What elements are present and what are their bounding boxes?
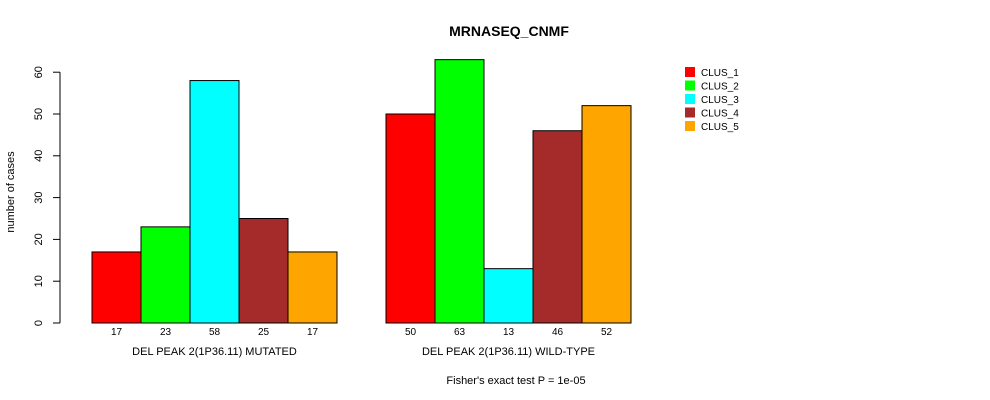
legend: CLUS_1 CLUS_2 CLUS_3 CLUS_4 CLUS_5 xyxy=(685,67,739,133)
y-axis: 0 10 20 30 40 50 60 xyxy=(33,66,61,326)
bars xyxy=(91,59,632,324)
bar-value-label: 58 xyxy=(209,327,221,338)
legend-swatch xyxy=(685,121,695,131)
y-tick-label: 20 xyxy=(33,233,45,245)
chart-title: MRNASEQ_CNMF xyxy=(449,23,569,39)
bar-clus4-group1 xyxy=(238,218,289,324)
bar-value-label: 17 xyxy=(111,327,123,338)
group-labels: DEL PEAK 2(1P36.11) MUTATED DEL PEAK 2(1P… xyxy=(132,346,595,358)
bar-value-label: 46 xyxy=(552,327,564,338)
bar-clus5-group2 xyxy=(581,105,632,324)
legend-swatch xyxy=(685,107,695,118)
bar-clus3-group2 xyxy=(483,268,534,324)
y-tick-label: 60 xyxy=(33,66,45,78)
legend-label: CLUS_4 xyxy=(701,109,739,120)
y-tick-label: 50 xyxy=(33,108,45,120)
legend-swatch xyxy=(685,94,695,104)
group-label: DEL PEAK 2(1P36.11) MUTATED xyxy=(132,346,297,358)
bar-clus3-group1 xyxy=(189,80,240,324)
y-tick-label: 30 xyxy=(33,191,45,203)
y-tick-label: 0 xyxy=(33,320,45,326)
legend-label: CLUS_3 xyxy=(701,95,739,106)
bar-clus2-group1 xyxy=(140,226,191,324)
bar-value-label: 52 xyxy=(601,327,613,338)
bar-clus1-group2 xyxy=(385,113,436,324)
legend-label: CLUS_5 xyxy=(701,122,739,133)
bar-value-label: 23 xyxy=(160,327,172,338)
bar-value-label: 63 xyxy=(454,327,466,338)
y-axis-title: number of cases xyxy=(5,151,17,233)
bar-value-label: 13 xyxy=(503,327,515,338)
bar-clus5-group1 xyxy=(287,251,338,324)
bar-value-labels: 17 23 58 25 17 50 63 13 46 52 xyxy=(111,327,613,338)
y-tick-label: 10 xyxy=(33,275,45,287)
bar-value-label: 25 xyxy=(258,327,270,338)
legend-label: CLUS_1 xyxy=(701,68,739,79)
group-label: DEL PEAK 2(1P36.11) WILD-TYPE xyxy=(422,346,595,358)
y-tick-label: 40 xyxy=(33,150,45,162)
fisher-test-footnote: Fisher's exact test P = 1e-05 xyxy=(446,375,585,387)
legend-label: CLUS_2 xyxy=(701,82,739,93)
bar-clus4-group2 xyxy=(532,130,583,324)
bar-value-label: 17 xyxy=(307,327,319,338)
bar-clus1-group1 xyxy=(91,251,142,324)
legend-swatch xyxy=(685,67,695,77)
bar-clus2-group2 xyxy=(434,59,485,324)
bar-value-label: 50 xyxy=(405,327,417,338)
legend-swatch xyxy=(685,80,695,91)
